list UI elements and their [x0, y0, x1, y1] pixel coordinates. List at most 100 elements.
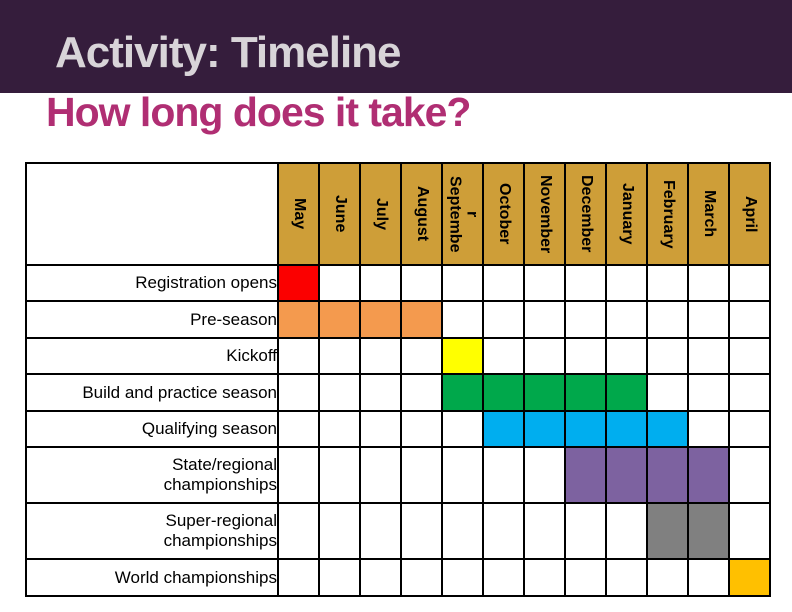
timeline-row: Kickoff: [25, 337, 771, 375]
bar-cell-september: [441, 337, 484, 375]
empty-cell: [277, 373, 320, 412]
empty-cell: [441, 410, 484, 448]
bar-cell-january: [605, 373, 648, 412]
bar-cell-august: [400, 300, 443, 339]
empty-cell: [728, 502, 771, 560]
empty-cell: [318, 264, 361, 302]
empty-cell: [400, 337, 443, 375]
empty-cell: [646, 264, 689, 302]
empty-cell: [441, 300, 484, 339]
bar-cell-march: [687, 446, 730, 504]
month-header-may: May: [277, 162, 320, 266]
empty-cell: [564, 300, 607, 339]
empty-cell: [318, 337, 361, 375]
bar-cell-december: [564, 446, 607, 504]
month-label: April: [741, 195, 759, 233]
month-label: May: [290, 198, 308, 230]
timeline-row: Build and practice season: [25, 373, 771, 412]
row-label: World championships: [25, 558, 279, 597]
row-label: Pre-season: [25, 300, 279, 339]
empty-cell: [482, 502, 525, 560]
month-label: March: [700, 190, 718, 238]
empty-cell: [359, 337, 402, 375]
empty-cell: [482, 337, 525, 375]
row-label-text: Pre-season: [190, 309, 277, 329]
empty-cell: [359, 410, 402, 448]
bar-cell-january: [605, 446, 648, 504]
empty-cell: [277, 558, 320, 597]
empty-cell: [441, 264, 484, 302]
title-bar: Activity: Timeline: [0, 0, 792, 93]
empty-cell: [482, 558, 525, 597]
bar-cell-march: [687, 502, 730, 560]
bar-cell-may: [277, 300, 320, 339]
empty-cell: [318, 502, 361, 560]
empty-cell: [728, 410, 771, 448]
timeline-table: May June July August September October Novembe…: [25, 162, 771, 597]
bar-cell-december: [564, 410, 607, 448]
month-header-august: August: [400, 162, 443, 266]
bar-cell-february: [646, 410, 689, 448]
month-label: June: [331, 195, 349, 233]
empty-cell: [687, 300, 730, 339]
month-label: February: [659, 179, 677, 249]
bar-cell-april: [728, 558, 771, 597]
month-header-september: September: [441, 162, 484, 266]
empty-cell: [318, 373, 361, 412]
empty-cell: [523, 446, 566, 504]
month-label: August: [413, 186, 431, 242]
empty-cell: [687, 410, 730, 448]
empty-cell: [687, 558, 730, 597]
empty-cell: [441, 558, 484, 597]
empty-cell: [482, 264, 525, 302]
empty-cell: [318, 558, 361, 597]
empty-cell: [728, 264, 771, 302]
empty-cell: [523, 502, 566, 560]
bar-cell-november: [523, 410, 566, 448]
row-label-text: Registration opens: [135, 273, 277, 293]
bar-cell-february: [646, 502, 689, 560]
month-header-november: November: [523, 162, 566, 266]
slide-subtitle: How long does it take?: [46, 89, 471, 135]
month-header-july: July: [359, 162, 402, 266]
empty-cell: [482, 446, 525, 504]
row-label-text: World championships: [114, 567, 277, 587]
empty-cell: [564, 558, 607, 597]
empty-cell: [523, 337, 566, 375]
empty-cell: [728, 300, 771, 339]
bar-cell-october: [482, 373, 525, 412]
empty-cell: [482, 300, 525, 339]
timeline-row: State/regional championships: [25, 446, 771, 504]
empty-cell: [564, 264, 607, 302]
month-header-february: February: [646, 162, 689, 266]
empty-cell: [318, 410, 361, 448]
empty-cell: [277, 446, 320, 504]
timeline-row: Pre-season: [25, 300, 771, 339]
bar-cell-february: [646, 446, 689, 504]
row-label: Build and practice season: [25, 373, 279, 412]
empty-cell: [318, 446, 361, 504]
empty-cell: [646, 337, 689, 375]
empty-cell: [359, 558, 402, 597]
empty-cell: [523, 300, 566, 339]
timeline-row: Qualifying season: [25, 410, 771, 448]
bar-cell-july: [359, 300, 402, 339]
empty-cell: [564, 337, 607, 375]
row-label-text: State/regional championships: [163, 455, 277, 494]
empty-cell: [400, 410, 443, 448]
month-label: September: [446, 175, 481, 253]
month-label: July: [372, 197, 390, 230]
timeline-row: Registration opens: [25, 264, 771, 302]
empty-cell: [277, 337, 320, 375]
bar-cell-june: [318, 300, 361, 339]
empty-cell: [646, 558, 689, 597]
empty-cell: [277, 410, 320, 448]
empty-cell: [605, 264, 648, 302]
empty-cell: [400, 446, 443, 504]
month-label: October: [495, 183, 513, 245]
month-header-march: March: [687, 162, 730, 266]
bar-cell-november: [523, 373, 566, 412]
month-header-october: October: [482, 162, 525, 266]
empty-cell: [441, 502, 484, 560]
